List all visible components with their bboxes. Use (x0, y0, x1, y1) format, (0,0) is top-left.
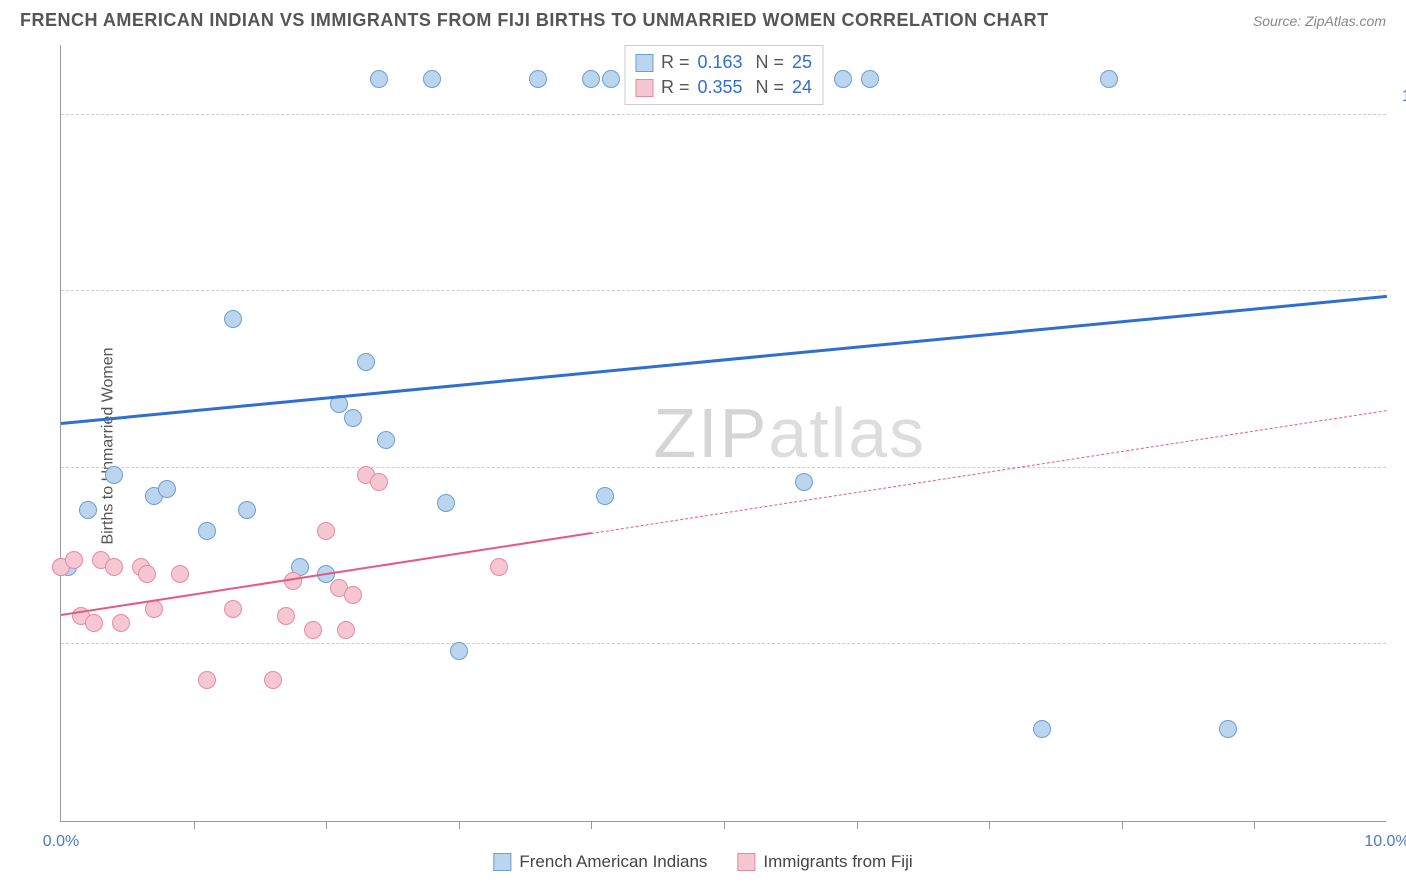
legend-n-label: N = (755, 77, 784, 98)
legend-r-label: R = (661, 52, 690, 73)
legend-n-value: 24 (792, 77, 812, 98)
data-point (65, 551, 83, 569)
data-point (85, 614, 103, 632)
x-tick-label: 10.0% (1364, 833, 1406, 851)
y-tick-label: 25.0% (1396, 617, 1406, 635)
data-point (79, 501, 97, 519)
chart-title: FRENCH AMERICAN INDIAN VS IMMIGRANTS FRO… (20, 10, 1049, 31)
data-point (357, 353, 375, 371)
data-point (105, 558, 123, 576)
gridline (61, 467, 1386, 468)
legend-r-value: 0.355 (697, 77, 747, 98)
scatter-plot-area: ZIPatlas R =0.163N =25R =0.355N =24 25.0… (60, 45, 1386, 822)
legend-swatch (635, 54, 653, 72)
series-legend: French American Indians Immigrants from F… (493, 852, 912, 872)
gridline (61, 114, 1386, 115)
data-point (171, 565, 189, 583)
legend-series-name: French American Indians (519, 852, 707, 872)
data-point (304, 621, 322, 639)
legend-row: R = 0.355 N = 24 (635, 75, 812, 100)
y-tick-label: 75.0% (1396, 264, 1406, 282)
x-tick (989, 821, 990, 829)
data-point (490, 558, 508, 576)
legend-r-label: R = (661, 77, 690, 98)
data-point (1033, 720, 1051, 738)
data-point (1219, 720, 1237, 738)
legend-item: French American Indians (493, 852, 707, 872)
data-point (264, 671, 282, 689)
legend-swatch (737, 853, 755, 871)
data-point (795, 473, 813, 491)
data-point (370, 473, 388, 491)
data-point (198, 522, 216, 540)
x-tick (459, 821, 460, 829)
data-point (158, 480, 176, 498)
data-point (224, 600, 242, 618)
y-tick-label: 50.0% (1396, 441, 1406, 459)
data-point (317, 522, 335, 540)
legend-swatch (493, 853, 511, 871)
trend-line (61, 295, 1387, 425)
data-point (224, 310, 242, 328)
legend-item: Immigrants from Fiji (737, 852, 912, 872)
gridline (61, 643, 1386, 644)
y-tick-label: 100.0% (1396, 88, 1406, 106)
x-tick (1122, 821, 1123, 829)
data-point (423, 70, 441, 88)
x-tick (857, 821, 858, 829)
data-point (145, 600, 163, 618)
data-point (238, 501, 256, 519)
correlation-legend: R = 0.163 N = 25 R = 0.355 N = 24 (624, 45, 823, 105)
data-point (105, 466, 123, 484)
data-point (198, 671, 216, 689)
x-tick (194, 821, 195, 829)
legend-row: R = 0.163 N = 25 (635, 50, 812, 75)
data-point (337, 621, 355, 639)
data-point (437, 494, 455, 512)
trend-line (591, 410, 1387, 534)
x-tick (591, 821, 592, 829)
data-point (277, 607, 295, 625)
legend-n-label: N = (755, 52, 784, 73)
data-point (377, 431, 395, 449)
legend-swatch (635, 79, 653, 97)
data-point (596, 487, 614, 505)
watermark-logo: ZIPatlas (653, 393, 926, 473)
data-point (370, 70, 388, 88)
legend-n-value: 25 (792, 52, 812, 73)
data-point (1100, 70, 1118, 88)
x-tick (326, 821, 327, 829)
source-attribution: Source: ZipAtlas.com (1253, 13, 1386, 29)
data-point (344, 586, 362, 604)
legend-series-name: Immigrants from Fiji (763, 852, 912, 872)
data-point (450, 642, 468, 660)
x-tick-label: 0.0% (43, 833, 79, 851)
data-point (582, 70, 600, 88)
data-point (529, 70, 547, 88)
gridline (61, 290, 1386, 291)
legend-r-value: 0.163 (697, 52, 747, 73)
data-point (112, 614, 130, 632)
data-point (138, 565, 156, 583)
data-point (861, 70, 879, 88)
data-point (834, 70, 852, 88)
x-tick (1254, 821, 1255, 829)
x-tick (724, 821, 725, 829)
data-point (602, 70, 620, 88)
data-point (344, 409, 362, 427)
